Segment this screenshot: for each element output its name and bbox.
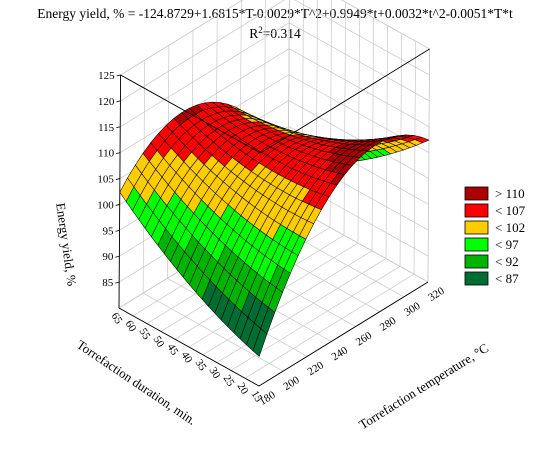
r-squared: R2=0.314 [249,25,301,41]
x-tick-label: 280 [378,314,399,333]
response-surface [119,101,430,357]
z-tick-label: 120 [98,96,115,108]
z-tick-mark [115,281,120,284]
z-gridline [120,0,430,102]
r-squared-value: =0.314 [263,26,301,41]
z-tick-mark [116,100,121,103]
z-axis-title: Energy yield, % [53,202,80,287]
x-tick-label: 300 [402,300,423,319]
x-tick-label: 200 [281,374,302,393]
z-axis-line [118,74,122,309]
legend-swatch [464,271,489,286]
z-tick-label: 125 [98,70,115,82]
z-tick-mark [115,229,120,232]
z-tick-label: 100 [97,199,114,211]
legend-swatch [464,186,489,201]
z-tick-mark [115,255,120,258]
legend-label: < 92 [495,254,519,269]
x-tick-label: 240 [330,344,351,363]
legend-label: < 87 [495,271,519,286]
legend-label: < 97 [495,237,519,252]
r-squared-exponent: 2 [258,25,263,35]
base-edge [118,281,429,387]
z-tick-mark [116,74,121,77]
z-tick-mark [115,178,120,180]
z-tick-label: 105 [97,174,114,186]
x-tick-label: 320 [426,285,447,304]
plot-frame [118,48,430,387]
legend-swatch [464,237,489,252]
y-gridline [230,33,402,371]
z-tick-mark [115,152,121,155]
legend: > 110 < 107 < 102 < 97 < 92 < 87 [464,186,526,286]
legend-swatch [464,220,489,235]
legend-label: > 110 [495,186,525,201]
z-tick-label: 85 [102,277,114,289]
legend-label: < 102 [495,220,525,235]
y-gridline [244,41,416,379]
z-tick-label: 110 [98,148,115,160]
r-squared-symbol: R [249,26,258,41]
z-tick-label: 115 [98,122,115,134]
x-axis-title: Torrefaction temperature, °C [356,340,491,432]
z-tick-label: 90 [102,251,114,263]
y-gridline [216,25,388,363]
z-tick-label: 95 [103,225,115,237]
x-tick-label: 260 [354,329,375,348]
frame-top-edge [120,48,430,154]
surface-cell [252,328,268,357]
z-gridline [120,0,430,76]
legend-swatch [464,203,489,218]
chart-title: Energy yield, % = -124.8729+1.6815*T-0.0… [37,6,513,21]
z-tick-mark [115,204,120,206]
z-tick-mark [116,126,121,129]
legend-label: < 107 [495,203,526,218]
legend-swatch [464,254,489,269]
x-tick-label: 220 [306,359,327,378]
